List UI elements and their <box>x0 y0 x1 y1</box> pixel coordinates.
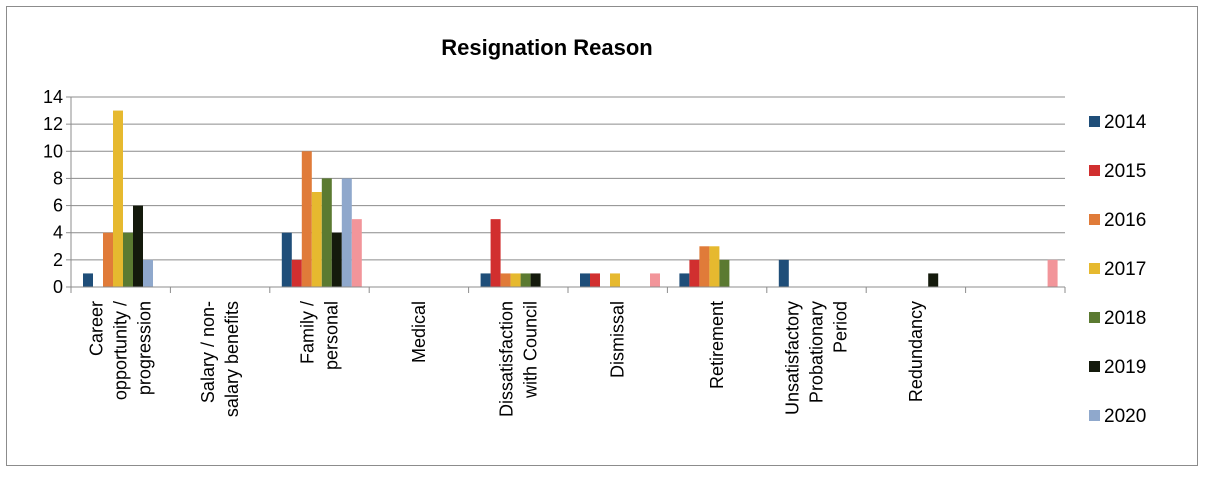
category-label: progression <box>135 301 155 395</box>
chart-title: Resignation Reason <box>441 35 652 60</box>
gridlines <box>71 96 1065 288</box>
legend-swatch <box>1089 312 1100 323</box>
bar <box>103 232 113 287</box>
bar <box>709 246 720 287</box>
bar <box>1047 259 1058 287</box>
legend-swatch <box>1089 165 1100 176</box>
y-tick-label: 6 <box>53 196 63 216</box>
y-tick-label: 14 <box>43 87 63 107</box>
bar <box>123 232 133 287</box>
y-tick-label: 4 <box>53 223 63 243</box>
category-label: Redundancy <box>906 301 926 402</box>
bar <box>351 219 362 287</box>
y-tick-label: 8 <box>53 168 63 188</box>
bar <box>719 259 730 287</box>
y-tick-label: 12 <box>43 114 63 134</box>
bar <box>321 178 332 287</box>
category-label: Family / <box>298 301 318 364</box>
y-axis: 0 2 4 6 8 10 12 14 <box>43 87 72 297</box>
bar <box>281 232 292 287</box>
category-label: salary benefits <box>222 301 242 417</box>
category-label: personal <box>322 301 342 370</box>
bar <box>113 110 123 287</box>
legend-swatch <box>1089 263 1100 274</box>
category-label: Medical <box>409 301 429 363</box>
category-label: Unsatisfactory <box>783 301 803 415</box>
bar <box>778 259 789 287</box>
category-label: Career <box>87 301 107 356</box>
bar <box>520 273 531 287</box>
legend-label: 2016 <box>1104 210 1146 231</box>
category-label: Salary / non- <box>198 301 218 403</box>
category-label: Probationary <box>807 301 827 403</box>
legend-swatch <box>1089 361 1100 372</box>
legend-swatch <box>1089 214 1100 225</box>
chart-frame: Resignation Reason 0 2 4 6 8 10 12 14 Career opp… <box>6 6 1198 466</box>
legend: 2014 2015 2016 2017 2018 2019 2020 <box>1089 112 1147 427</box>
bar <box>341 178 352 287</box>
bar <box>580 273 590 287</box>
bar <box>928 273 939 287</box>
legend-label: 2017 <box>1104 259 1146 280</box>
bar <box>480 273 491 287</box>
bar <box>699 246 710 287</box>
bar <box>490 219 501 287</box>
y-tick-label: 2 <box>53 250 63 270</box>
bar <box>510 273 521 287</box>
bar <box>500 273 511 287</box>
bar <box>331 232 342 287</box>
legend-swatch <box>1089 410 1100 421</box>
x-axis: Career opportunity / progression Salary / n… <box>70 286 1066 417</box>
y-tick-label: 0 <box>53 277 63 297</box>
bar <box>610 273 620 287</box>
category-label: Retirement <box>707 301 727 389</box>
category-label: Period <box>831 301 851 353</box>
category-label: with Council <box>520 301 540 399</box>
bar <box>83 273 93 287</box>
bar-chart: Resignation Reason 0 2 4 6 8 10 12 14 Career opp… <box>43 35 1147 427</box>
y-tick-label: 10 <box>43 141 63 161</box>
legend-label: 2019 <box>1104 357 1146 378</box>
bar <box>530 273 541 287</box>
bar <box>590 273 600 287</box>
legend-label: 2018 <box>1104 308 1146 329</box>
bar <box>291 259 302 287</box>
bar <box>133 205 143 287</box>
bar <box>311 192 322 287</box>
legend-label: 2014 <box>1104 112 1147 133</box>
legend-swatch <box>1089 116 1100 127</box>
legend-label: 2015 <box>1104 161 1146 182</box>
category-label: opportunity / <box>111 301 131 400</box>
category-label: Dissatisfaction <box>496 301 516 417</box>
bars <box>83 110 1058 287</box>
category-label: Dismissal <box>608 301 628 378</box>
bar <box>679 273 690 287</box>
bar <box>689 259 700 287</box>
bar <box>301 151 312 287</box>
bar <box>143 259 153 287</box>
bar <box>650 273 660 287</box>
legend-label: 2020 <box>1104 406 1146 427</box>
